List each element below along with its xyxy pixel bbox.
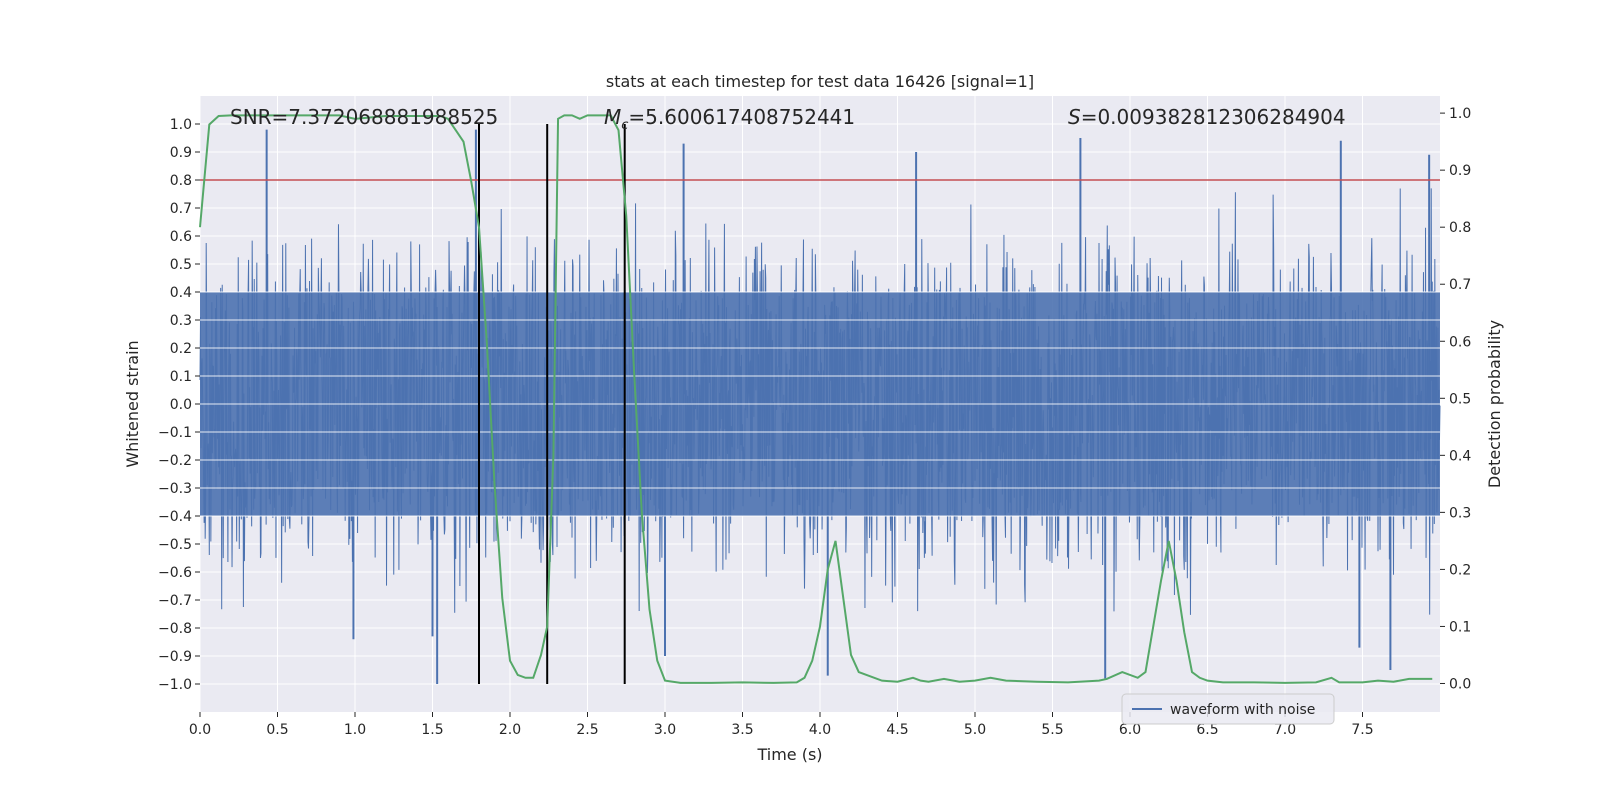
chirp-mass-symbol: M bbox=[604, 105, 621, 129]
y-tick-label: −0.7 bbox=[158, 593, 192, 609]
chart-title: stats at each timestep for test data 164… bbox=[606, 72, 1034, 91]
y-axis-left-ticks: 1.0 0.9 0.8 0.7 0.6 0.5 0.4 0.3 0.2 0.1 0.0 −0.1 −0.… bbox=[158, 117, 200, 693]
x-tick-label: 4.0 bbox=[809, 722, 831, 738]
y-tick-label: −0.1 bbox=[158, 425, 192, 441]
y-tick-label: −0.4 bbox=[158, 509, 192, 525]
y2-tick-label: 0.7 bbox=[1449, 277, 1471, 293]
y2-tick-label: 0.8 bbox=[1449, 220, 1471, 236]
chirp-mass-subscript: c bbox=[621, 118, 628, 133]
legend-label-waveform: waveform with noise bbox=[1170, 702, 1315, 718]
legend-box bbox=[1121, 693, 1335, 725]
y-tick-label: −0.3 bbox=[158, 481, 192, 497]
y2-tick-label: 0.2 bbox=[1449, 562, 1471, 578]
x-tick-label: 5.0 bbox=[964, 722, 986, 738]
y-tick-label: 1.0 bbox=[170, 117, 192, 133]
detection-probability-series bbox=[199, 114, 1433, 684]
x-tick-label: 7.0 bbox=[1274, 722, 1296, 738]
y2-tick-label: 0.6 bbox=[1449, 334, 1471, 350]
x-tick-label: 5.5 bbox=[1041, 722, 1063, 738]
y2-tick-label: 0.0 bbox=[1449, 676, 1471, 692]
s-statistic-annotation: S=0.009382812306284904 bbox=[1068, 105, 1346, 129]
x-tick-label: 1.0 bbox=[344, 722, 366, 738]
y2-axis-label: Detection probability bbox=[1485, 320, 1504, 488]
y-tick-label: −0.9 bbox=[158, 649, 192, 665]
x-tick-label: 6.5 bbox=[1196, 722, 1218, 738]
y-tick-label: 0.8 bbox=[170, 173, 192, 189]
y-tick-label: −1.0 bbox=[158, 677, 192, 693]
y-tick-label: 0.7 bbox=[170, 201, 192, 217]
y2-tick-label: 0.1 bbox=[1449, 619, 1471, 635]
y2-tick-label: 0.3 bbox=[1449, 505, 1471, 521]
reference-lines bbox=[200, 124, 1440, 684]
x-tick-label: 1.5 bbox=[421, 722, 443, 738]
y-axis-right-ticks: 1.0 0.9 0.8 0.7 0.6 0.5 0.4 0.3 0.2 0.1 0.0 bbox=[1440, 106, 1471, 692]
x-axis-label: Time (s) bbox=[756, 745, 822, 764]
chirp-mass-value: =5.600617408752441 bbox=[628, 105, 855, 129]
y-tick-label: 0.5 bbox=[170, 257, 192, 273]
y-tick-label: −0.8 bbox=[158, 621, 192, 637]
x-tick-label: 0.5 bbox=[266, 722, 288, 738]
s-value: =0.009382812306284904 bbox=[1081, 105, 1346, 129]
x-tick-label: 2.5 bbox=[576, 722, 598, 738]
y-tick-label: 0.4 bbox=[170, 285, 192, 301]
y-tick-label: 0.2 bbox=[170, 341, 192, 357]
detection-probability-line bbox=[199, 114, 1433, 684]
y-axis-label: Whitened strain bbox=[123, 340, 142, 467]
y-tick-label: −0.6 bbox=[158, 565, 192, 581]
y2-tick-label: 0.5 bbox=[1449, 391, 1471, 407]
x-tick-label: 0.0 bbox=[189, 722, 211, 738]
s-symbol: S bbox=[1068, 105, 1081, 129]
x-tick-label: 3.0 bbox=[654, 722, 676, 738]
legend: waveform with noise bbox=[1121, 693, 1335, 725]
x-tick-label: 2.0 bbox=[499, 722, 521, 738]
waveform-noise-series bbox=[199, 129, 1441, 684]
x-tick-label: 6.0 bbox=[1119, 722, 1141, 738]
x-tick-label: 4.5 bbox=[886, 722, 908, 738]
y2-tick-label: 0.9 bbox=[1449, 163, 1471, 179]
y-tick-label: 0.6 bbox=[170, 229, 192, 245]
x-tick-label: 3.5 bbox=[731, 722, 753, 738]
y-tick-label: −0.2 bbox=[158, 453, 192, 469]
y-tick-label: 0.9 bbox=[170, 145, 192, 161]
y-tick-label: −0.5 bbox=[158, 537, 192, 553]
x-tick-label: 7.5 bbox=[1351, 722, 1373, 738]
snr-annotation: SNR=7.372068881988525 bbox=[230, 105, 498, 129]
y2-tick-label: 1.0 bbox=[1449, 106, 1471, 122]
y-tick-label: 0.3 bbox=[170, 313, 192, 329]
chirp-mass-annotation: Mc=5.600617408752441 bbox=[604, 105, 855, 133]
y-tick-label: 0.0 bbox=[170, 397, 192, 413]
y-tick-label: 0.1 bbox=[170, 369, 192, 385]
y2-tick-label: 0.4 bbox=[1449, 448, 1471, 464]
